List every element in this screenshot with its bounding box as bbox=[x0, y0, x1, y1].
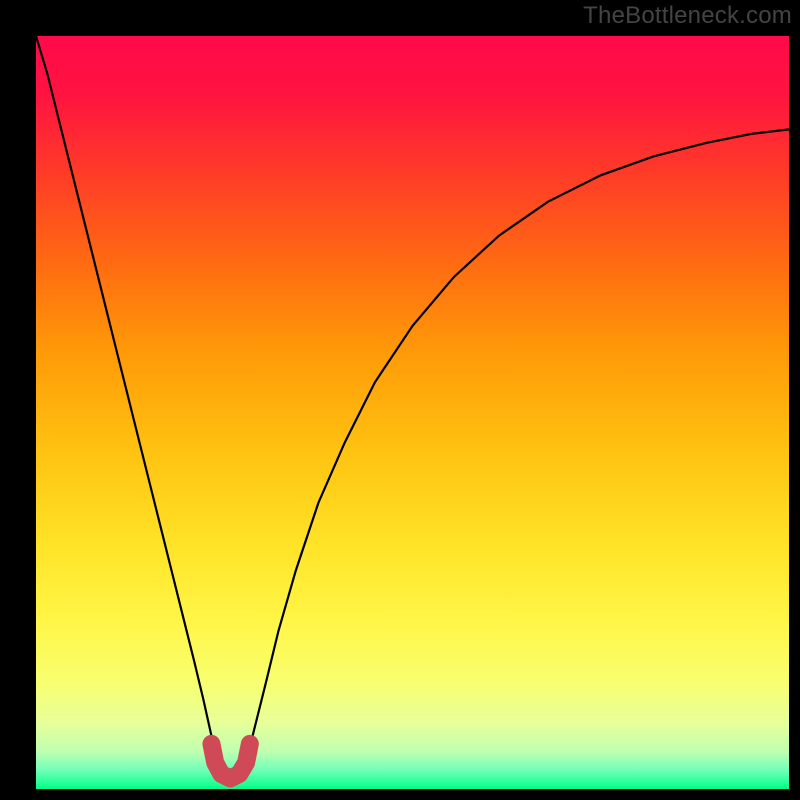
bottleneck-chart bbox=[0, 0, 800, 800]
gradient-background bbox=[36, 36, 789, 789]
chart-container: TheBottleneck.com bbox=[0, 0, 800, 800]
